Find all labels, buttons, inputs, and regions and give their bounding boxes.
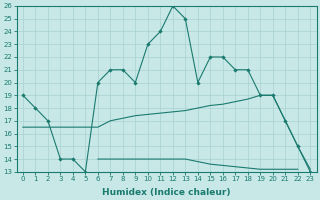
X-axis label: Humidex (Indice chaleur): Humidex (Indice chaleur) xyxy=(102,188,231,197)
